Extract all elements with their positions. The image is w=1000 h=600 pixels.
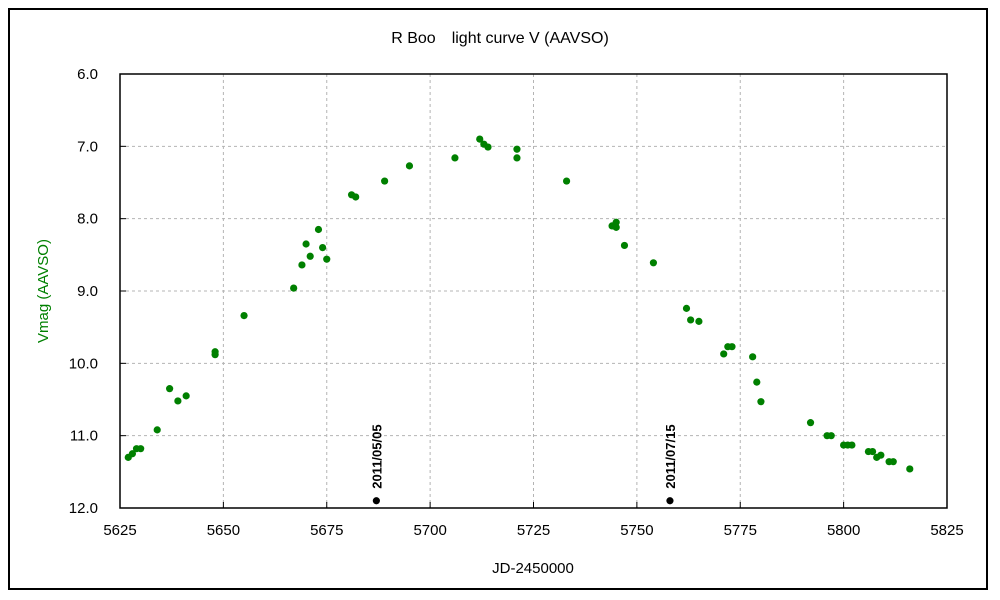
data-point [649, 259, 658, 267]
data-point [405, 162, 414, 170]
data-point [484, 143, 492, 151]
data-point [298, 261, 306, 269]
data-point [806, 419, 815, 427]
data-point [174, 397, 182, 405]
data-point [323, 255, 331, 263]
data-point [612, 223, 620, 231]
y-tick-label: 7.0 [77, 138, 98, 155]
y-tick-label: 9.0 [77, 283, 98, 300]
x-tick-label: 5800 [827, 522, 860, 539]
data-point [314, 225, 323, 234]
data-point [562, 177, 571, 185]
x-tick-label: 5700 [413, 522, 446, 539]
chart-frame [8, 8, 988, 590]
event-label: 2011/05/05 [369, 424, 384, 488]
x-tick-label: 5650 [207, 522, 240, 539]
data-series [124, 135, 914, 473]
data-point [319, 244, 327, 252]
x-tick-label: 5825 [930, 522, 963, 539]
y-axis: 6.0 7.0 8.0 9.0 10.0 11.0 12.0 [69, 66, 126, 517]
data-point [381, 177, 389, 185]
data-point [695, 317, 703, 325]
event-label: 2011/07/15 [663, 424, 678, 488]
data-point [240, 311, 248, 320]
y-tick-label: 10.0 [69, 355, 98, 372]
data-point [848, 441, 856, 449]
data-point [749, 353, 757, 361]
x-tick-label: 5625 [103, 522, 136, 539]
data-point [306, 252, 314, 260]
data-point [476, 135, 484, 143]
y-tick-label: 8.0 [77, 211, 98, 228]
data-point [728, 343, 736, 351]
data-point [128, 450, 137, 458]
data-point [889, 458, 897, 466]
x-tick-label: 5725 [517, 522, 550, 539]
data-point [182, 392, 190, 400]
data-point [612, 218, 620, 226]
data-point [166, 385, 174, 393]
x-tick-label: 5750 [620, 522, 653, 539]
event-marker [372, 497, 380, 505]
data-point [906, 465, 914, 473]
data-point [153, 426, 161, 434]
data-point [720, 350, 728, 358]
x-tick-label: 5675 [310, 522, 343, 539]
data-point [137, 445, 145, 453]
data-point [682, 304, 691, 312]
y-tick-label: 12.0 [69, 500, 98, 517]
y-axis-label: Vmag (AAVSO) [35, 239, 52, 343]
data-point [620, 241, 629, 250]
data-point [753, 378, 761, 386]
x-axis-label: JD-2450000 [492, 560, 574, 577]
data-point [513, 145, 521, 153]
y-tick-label: 11.0 [70, 428, 98, 445]
grid [119, 73, 948, 509]
data-point [827, 432, 835, 440]
data-point [451, 154, 459, 162]
event-marker [666, 497, 674, 505]
y-tick-label: 6.0 [77, 66, 98, 83]
x-axis: 5625 5650 5675 5700 5725 5750 5775 5800 5825 [103, 502, 964, 539]
x-tick-label: 5775 [724, 522, 757, 539]
data-point [302, 240, 310, 248]
data-point [513, 154, 521, 162]
data-point [687, 316, 695, 324]
data-point [757, 398, 765, 406]
data-point [868, 447, 877, 456]
data-point [290, 284, 298, 292]
annotations: 2011/05/05 2011/07/15 [369, 424, 678, 505]
chart-title: R Boo light curve V (AAVSO) [391, 30, 609, 47]
data-point [877, 451, 885, 459]
data-point [352, 193, 360, 201]
data-point [211, 348, 219, 356]
